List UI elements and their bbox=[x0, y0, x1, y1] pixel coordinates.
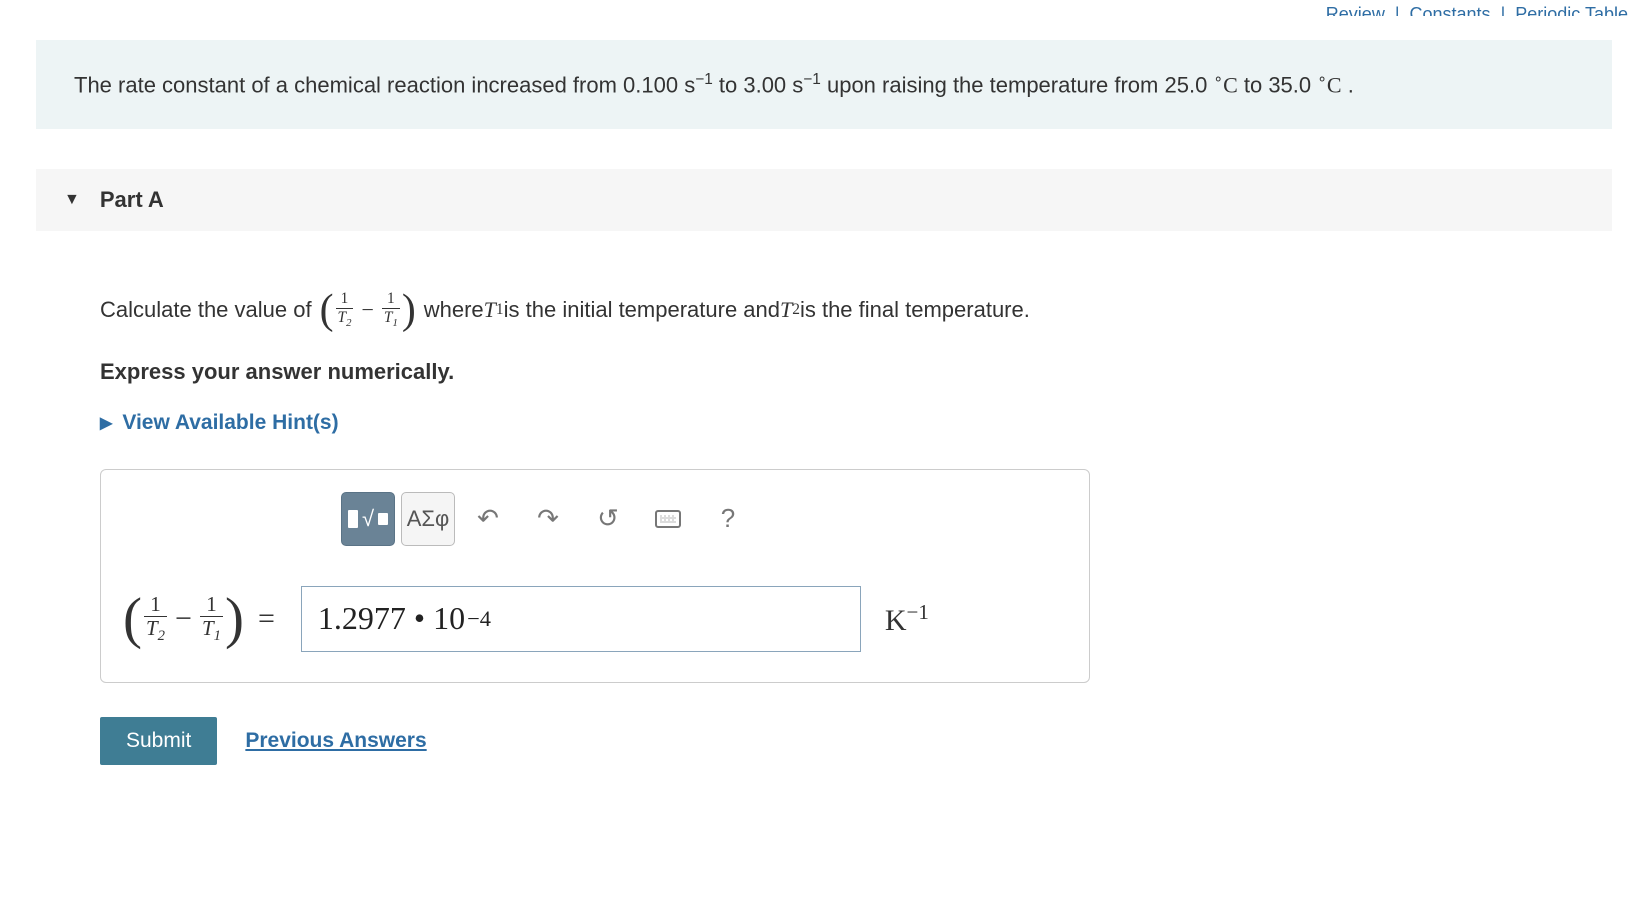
degree: ∘ bbox=[1317, 71, 1327, 88]
problem-statement: The rate constant of a chemical reaction… bbox=[36, 40, 1612, 129]
formula: ( 1T2 − 1T1 ) bbox=[320, 291, 416, 328]
periodic-table-link[interactable]: Periodic Table bbox=[1515, 4, 1628, 16]
exponent: −1 bbox=[803, 71, 821, 88]
part-label: Part A bbox=[100, 187, 164, 213]
constants-link[interactable]: Constants bbox=[1410, 4, 1491, 16]
undo-button[interactable]: ↶ bbox=[461, 492, 515, 546]
previous-answers-link[interactable]: Previous Answers bbox=[245, 729, 426, 753]
instruction-text: is the initial temperature and bbox=[504, 297, 780, 323]
caret-right-icon: ▶ bbox=[100, 413, 112, 433]
part-a-header[interactable]: ▼ Part A bbox=[36, 169, 1612, 231]
keyboard-icon bbox=[655, 510, 681, 528]
answer-toolbar: √ ΑΣφ ↶ ↷ ↺ ? bbox=[341, 492, 1067, 546]
answer-row: ( 1T2 − 1T1 ) = 1.2977 • 10−4 K−1 bbox=[123, 586, 1067, 652]
keyboard-button[interactable] bbox=[641, 492, 695, 546]
part-container: ▼ Part A Calculate the value of ( 1T2 − … bbox=[36, 169, 1612, 774]
view-hints-toggle[interactable]: ▶ View Available Hint(s) bbox=[100, 411, 339, 435]
var-t1: T bbox=[484, 297, 496, 323]
answer-input[interactable]: 1.2977 • 10−4 bbox=[301, 586, 861, 652]
instruction-text: Calculate the value of bbox=[100, 297, 312, 323]
answer-exponent: −4 bbox=[467, 606, 491, 632]
var-t2: T bbox=[780, 297, 792, 323]
templates-icon: √ bbox=[348, 506, 388, 532]
top-links-bar: Review | Constants | Periodic Table bbox=[0, 0, 1648, 16]
instruction-text: where bbox=[424, 297, 484, 323]
express-instruction: Express your answer numerically. bbox=[100, 359, 1548, 385]
submit-row: Submit Previous Answers bbox=[100, 717, 1548, 765]
part-body: Calculate the value of ( 1T2 − 1T1 ) whe… bbox=[36, 231, 1612, 774]
unit-exponent: −1 bbox=[907, 600, 929, 624]
answer-unit: K−1 bbox=[885, 600, 929, 638]
problem-text: to 35.0 bbox=[1238, 72, 1318, 97]
var-t1-sub: 1 bbox=[496, 301, 504, 319]
exponent: −1 bbox=[695, 71, 713, 88]
redo-button[interactable]: ↷ bbox=[521, 492, 575, 546]
unit-k: K bbox=[885, 604, 907, 637]
reset-button[interactable]: ↺ bbox=[581, 492, 635, 546]
symbols-button[interactable]: ΑΣφ bbox=[401, 492, 455, 546]
unit-c: C bbox=[1327, 72, 1342, 97]
review-link[interactable]: Review bbox=[1326, 4, 1385, 16]
degree: ∘ bbox=[1213, 71, 1223, 88]
instruction: Calculate the value of ( 1T2 − 1T1 ) whe… bbox=[100, 291, 1548, 328]
help-button[interactable]: ? bbox=[701, 492, 755, 546]
problem-text: The rate constant of a chemical reaction… bbox=[74, 72, 695, 97]
problem-text: . bbox=[1342, 72, 1354, 97]
answer-area: √ ΑΣφ ↶ ↷ ↺ ? ( 1T2 − 1T1 ) bbox=[100, 469, 1090, 683]
hints-label: View Available Hint(s) bbox=[122, 411, 338, 435]
answer-value: 1.2977 • 10 bbox=[318, 600, 465, 637]
unit-c: C bbox=[1223, 72, 1238, 97]
problem-text: to 3.00 s bbox=[713, 72, 804, 97]
var-t2-sub: 2 bbox=[792, 301, 800, 319]
answer-lhs: ( 1T2 − 1T1 ) bbox=[123, 594, 244, 644]
problem-text: upon raising the temperature from 25.0 bbox=[821, 72, 1214, 97]
submit-button[interactable]: Submit bbox=[100, 717, 217, 765]
templates-button[interactable]: √ bbox=[341, 492, 395, 546]
caret-down-icon: ▼ bbox=[64, 191, 80, 209]
equals-sign: = bbox=[258, 602, 275, 636]
instruction-text: is the final temperature. bbox=[800, 297, 1030, 323]
